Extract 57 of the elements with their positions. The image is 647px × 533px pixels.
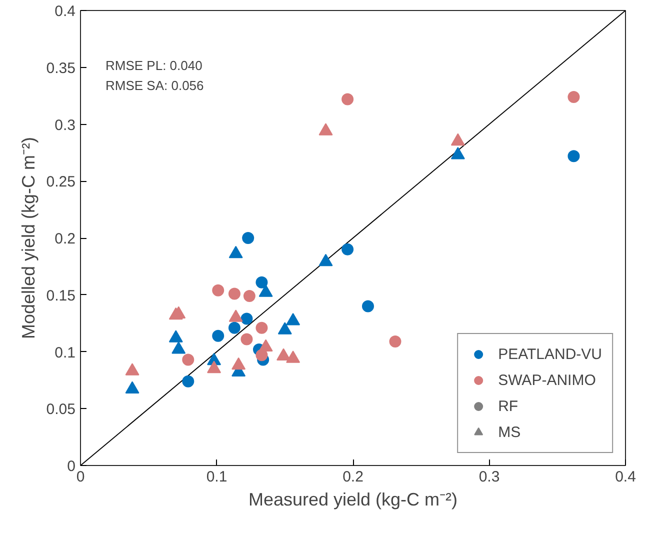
point — [286, 313, 300, 326]
y-tick-label: 0 — [67, 458, 76, 475]
point — [258, 339, 273, 352]
y-tick-label: 0.15 — [46, 287, 76, 304]
point — [125, 381, 140, 394]
point — [212, 284, 224, 296]
point — [240, 333, 253, 346]
point — [389, 336, 402, 348]
y-tick-label: 0.25 — [46, 174, 76, 191]
point — [182, 375, 194, 388]
point — [228, 310, 243, 322]
point — [207, 360, 222, 374]
point — [450, 133, 465, 146]
legend-label: PEATLAND-VU — [498, 346, 602, 362]
point — [450, 146, 465, 160]
point — [286, 350, 300, 363]
x-tick-label: 0.1 — [206, 468, 228, 486]
point — [362, 300, 374, 312]
y-tick-label: 0.2 — [54, 230, 76, 248]
legend-label: RF — [498, 398, 518, 414]
x-axis-title: Measured yield (kg-C m⁻²) — [248, 490, 458, 510]
annotation: RMSE SA: 0.056 — [106, 78, 204, 93]
point — [278, 322, 292, 334]
point — [212, 330, 224, 342]
annotation: RMSE PL: 0.040 — [106, 58, 202, 73]
point — [342, 243, 354, 256]
point — [228, 322, 240, 334]
point — [256, 322, 268, 334]
point — [228, 288, 240, 300]
point — [182, 354, 194, 366]
point — [258, 284, 273, 297]
y-tick-label: 0.4 — [54, 3, 76, 20]
point — [172, 341, 186, 354]
point — [276, 348, 291, 361]
point — [568, 150, 580, 162]
point — [342, 93, 354, 106]
x-tick-label: 0.4 — [615, 468, 636, 486]
point — [568, 90, 580, 103]
point — [243, 290, 256, 302]
point — [240, 312, 253, 325]
point — [125, 363, 140, 376]
y-tick-label: 0.1 — [54, 344, 76, 362]
point — [256, 276, 268, 288]
legend-label: MS — [498, 424, 521, 440]
legend-label: SWAP-ANIMO — [498, 372, 596, 388]
point — [232, 357, 246, 370]
point — [242, 232, 254, 244]
point — [318, 123, 333, 136]
x-tick-label: 0.2 — [342, 468, 364, 486]
point — [228, 246, 243, 258]
point — [168, 330, 183, 342]
y-tick-label: 0.05 — [46, 401, 76, 418]
x-tick-label: 0.3 — [478, 468, 500, 486]
y-axis-title: Modelled yield (kg-C m⁻²) — [18, 136, 38, 340]
y-tick-label: 0.3 — [54, 116, 76, 134]
point — [318, 254, 333, 266]
y-tick-label: 0.35 — [46, 60, 76, 77]
